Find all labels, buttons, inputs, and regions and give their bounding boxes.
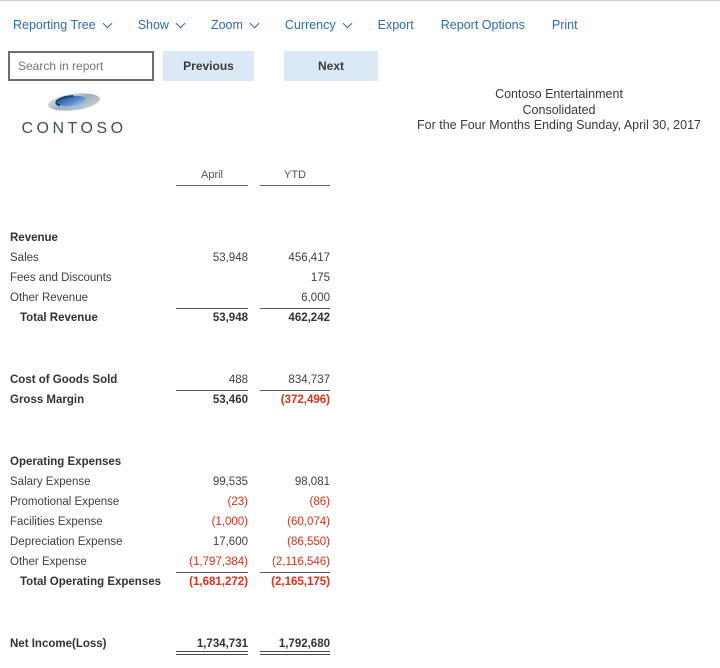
- row-label: Gross Margin: [10, 394, 85, 406]
- cell-ytd: 175: [310, 272, 330, 284]
- label-column-spacer: [10, 166, 176, 186]
- cell-ytd: (2,165,175): [271, 576, 330, 588]
- report-header: Contoso Entertainment Consolidated For t…: [398, 87, 720, 134]
- menu-zoom[interactable]: Zoom: [210, 18, 260, 32]
- previous-button[interactable]: Previous: [163, 51, 254, 81]
- report-scope: Consolidated: [522, 102, 596, 117]
- menu-label: Show: [137, 18, 169, 32]
- cell-ytd: [260, 229, 330, 249]
- cell-april: 488: [176, 371, 248, 391]
- row-label: Salary Expense: [10, 476, 91, 488]
- row-label: Other Revenue: [10, 292, 88, 304]
- cell-ytd: 834,737: [260, 371, 330, 391]
- cell-april: 1,734,731: [176, 635, 248, 655]
- statement-row: Depreciation Expense 17,600 (86,550): [10, 533, 332, 553]
- cell-april: (23): [227, 496, 248, 508]
- cell-april: (1,000): [211, 516, 248, 528]
- row-label: Other Expense: [10, 556, 87, 568]
- statement-row: Gross Margin 53,460 (372,496): [10, 391, 332, 411]
- statement-row: Sales 53,948 456,417: [10, 249, 332, 269]
- row-label: Cost of Goods Sold: [10, 374, 118, 386]
- row-label: Operating Expenses: [10, 456, 122, 468]
- statement-row: Total Operating Expenses (1,681,272) (2,16…: [10, 573, 332, 593]
- cell-ytd: 1,792,680: [260, 635, 330, 655]
- statement-row: Other Revenue 6,000: [10, 289, 332, 309]
- search-row: Previous Next: [8, 51, 378, 81]
- cell-ytd: 6,000: [260, 289, 330, 309]
- row-label: Total Operating Expenses: [20, 576, 162, 588]
- statement-row: Other Expense (1,797,384) (2,116,546): [10, 553, 332, 573]
- statement-row: Cost of Goods Sold 488 834,737: [10, 371, 332, 391]
- cell-ytd: 98,081: [294, 476, 330, 488]
- cell-april: [176, 229, 248, 249]
- cell-ytd: (86,550): [287, 536, 330, 548]
- menu-label: Print: [551, 18, 578, 32]
- column-header-april: April: [176, 166, 248, 186]
- contoso-swirl-icon: [48, 93, 100, 111]
- row-label: Promotional Expense: [10, 496, 120, 508]
- statement-row: Operating Expenses: [10, 453, 332, 473]
- statement-row: Fees and Discounts 175: [10, 269, 332, 289]
- statement-row: Promotional Expense (23) (86): [10, 493, 332, 513]
- menu-label: Report Options: [440, 18, 525, 32]
- row-label: Depreciation Expense: [10, 536, 123, 548]
- row-label: Revenue: [10, 232, 58, 244]
- row-label: Facilities Expense: [10, 516, 103, 528]
- cell-ytd: (86): [309, 496, 330, 508]
- menu-currency[interactable]: Currency: [284, 18, 353, 32]
- chevron-down-icon: [342, 18, 353, 28]
- logo-wordmark: CONTOSO: [21, 120, 127, 137]
- statement-body: Revenue Sales 53,948 456,417 Fees and Discou…: [10, 229, 332, 655]
- cell-ytd: [260, 453, 330, 473]
- row-label: Net Income(Loss): [10, 638, 107, 650]
- row-label: Total Revenue: [20, 312, 98, 324]
- menu-export[interactable]: Export: [378, 18, 414, 32]
- menu-reporting-tree[interactable]: Reporting Tree: [13, 18, 113, 32]
- toolbar: Reporting Tree Show Zoom Currency Export Repo…: [0, 1, 720, 39]
- cell-april: (1,681,272): [189, 576, 248, 588]
- cell-ytd: (372,496): [280, 394, 330, 406]
- cell-april: 17,600: [212, 536, 248, 548]
- statement-spacer: [10, 593, 332, 635]
- statement-row: Salary Expense 99,535 98,081: [10, 473, 332, 493]
- cell-ytd: 462,242: [288, 312, 330, 324]
- menu-label: Export: [377, 18, 414, 32]
- menu-report-options[interactable]: Report Options: [441, 18, 525, 32]
- search-input[interactable]: [8, 51, 154, 81]
- statement-column-headers: April YTD: [10, 166, 332, 186]
- cell-april: 53,948: [212, 252, 248, 264]
- cell-april: [176, 289, 248, 309]
- menu-print[interactable]: Print: [552, 18, 578, 32]
- row-label: Fees and Discounts: [10, 272, 112, 284]
- cell-april: 53,460: [212, 394, 248, 406]
- report-company-name: Contoso Entertainment: [495, 87, 623, 101]
- cell-april: [176, 269, 248, 289]
- statement-spacer: [10, 329, 332, 371]
- menu-label: Reporting Tree: [13, 18, 96, 32]
- report-period: For the Four Months Ending Sunday, April…: [417, 118, 701, 132]
- statement-row: Revenue: [10, 229, 332, 249]
- cell-april: [176, 453, 248, 473]
- statement-row: Facilities Expense (1,000) (60,074): [10, 513, 332, 533]
- column-header-ytd: YTD: [260, 166, 330, 186]
- contoso-logo: CONTOSO: [18, 91, 130, 138]
- row-label: Sales: [10, 252, 39, 264]
- statement-spacer: [10, 411, 332, 453]
- menu-show[interactable]: Show: [137, 18, 186, 32]
- statement-row: Total Revenue 53,948 462,242: [10, 309, 332, 329]
- cell-april: 53,948: [212, 312, 248, 324]
- cell-april: 99,535: [212, 476, 248, 488]
- cell-ytd: 456,417: [288, 252, 330, 264]
- cell-ytd: (60,074): [287, 516, 330, 528]
- income-statement: April YTD Revenue Sales 53,948 456,417 Fees …: [10, 166, 332, 655]
- menu-label: Zoom: [210, 18, 243, 32]
- next-button[interactable]: Next: [284, 51, 378, 81]
- chevron-down-icon: [175, 18, 186, 28]
- menu-label: Currency: [284, 18, 336, 32]
- cell-ytd: (2,116,546): [260, 553, 330, 573]
- cell-april: (1,797,384): [176, 553, 248, 573]
- statement-row: Net Income(Loss) 1,734,731 1,792,680: [10, 635, 332, 655]
- chevron-down-icon: [102, 18, 113, 28]
- chevron-down-icon: [249, 18, 260, 28]
